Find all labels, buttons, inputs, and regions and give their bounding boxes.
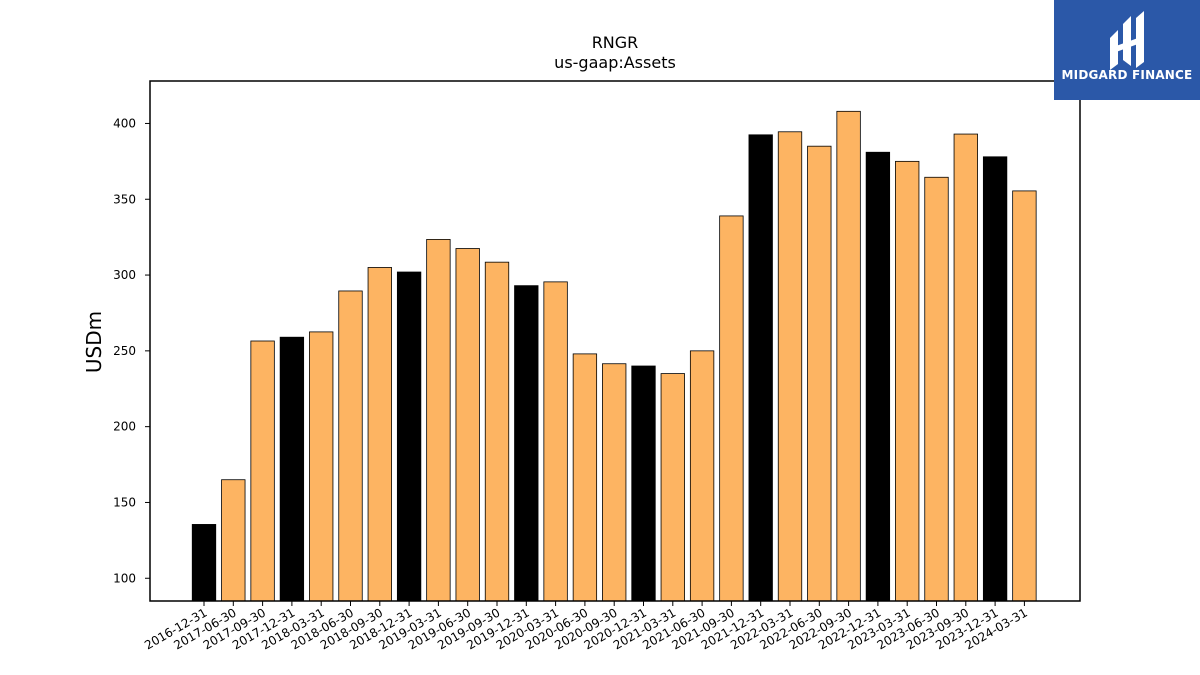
bar-2021-09-30 (719, 215, 744, 602)
y-tick-label: 350 (113, 192, 136, 206)
bar-2021-06-30 (689, 350, 715, 602)
bar-2017-09-30 (250, 340, 275, 602)
y-tick-label: 300 (113, 268, 136, 282)
bar-2018-09-30 (367, 267, 392, 602)
bar-2018-12-31 (396, 271, 422, 602)
bar-2019-06-30 (455, 248, 480, 602)
bar-2020-03-31 (543, 281, 568, 602)
bar-2017-06-30 (221, 479, 246, 602)
chart-subtitle: us-gaap:Assets (554, 53, 676, 72)
bar-2021-03-31 (660, 373, 685, 602)
bar-2020-06-30 (572, 353, 598, 602)
bars-group (191, 110, 1037, 602)
bar-2023-09-30 (953, 133, 978, 602)
bar-2019-12-31 (514, 285, 539, 602)
chart-title: RNGR (592, 33, 639, 52)
bar-2023-03-31 (895, 160, 920, 602)
bar-2022-06-30 (807, 145, 832, 602)
x-axis-ticks: 2016-12-312017-06-302017-09-302017-12-31… (142, 601, 1030, 652)
y-tick-label: 100 (113, 571, 136, 585)
y-tick-label: 250 (113, 344, 136, 358)
y-tick-label: 400 (113, 116, 136, 130)
y-axis-label: USDm (82, 311, 106, 373)
midgard-logo-icon (1110, 11, 1144, 70)
y-tick-label: 200 (113, 420, 136, 434)
logo-text: MIDGARD FINANCE (1061, 68, 1193, 82)
bar-2020-09-30 (602, 363, 627, 602)
bar-2016-12-31 (191, 524, 217, 602)
bar-2022-12-31 (865, 151, 891, 602)
bar-2022-03-31 (777, 131, 803, 602)
bar-2017-12-31 (279, 336, 305, 602)
y-axis-ticks: 100 150 200 250 300 350 400 (113, 116, 150, 585)
bar-2018-06-30 (338, 290, 363, 602)
bar-2019-03-31 (426, 239, 451, 602)
bar-2024-03-31 (1012, 190, 1037, 602)
bar-2023-06-30 (924, 176, 949, 602)
y-tick-label: 150 (113, 495, 136, 509)
bar-2021-12-31 (748, 134, 773, 602)
bar-2018-03-31 (309, 331, 334, 602)
bar-2023-12-31 (982, 156, 1008, 602)
plot-frame (149, 80, 1081, 602)
bar-2019-09-30 (484, 261, 510, 602)
bar-2022-09-30 (836, 110, 861, 602)
midgard-finance-logo: MIDGARD FINANCE (1054, 0, 1200, 100)
bar-2020-12-31 (631, 365, 656, 602)
